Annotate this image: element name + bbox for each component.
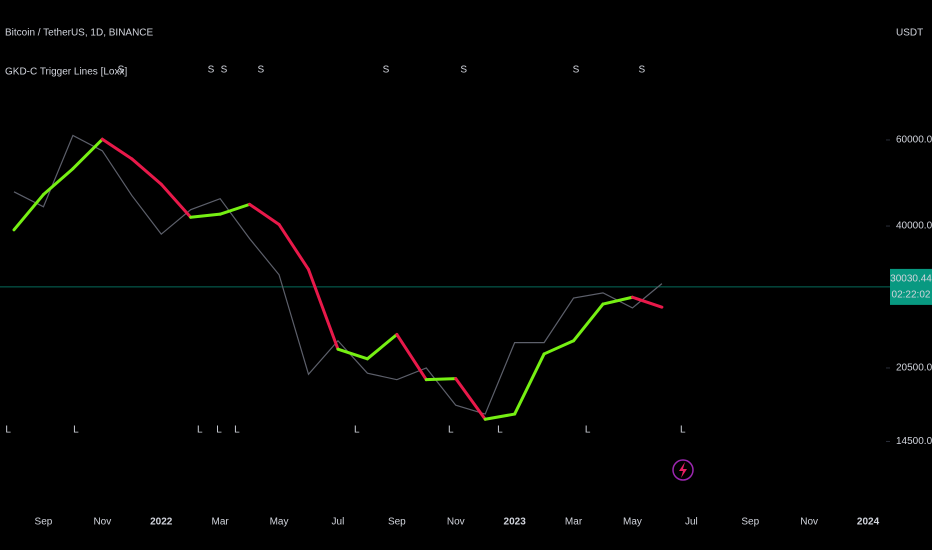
x-tick-label: May	[270, 517, 289, 528]
x-tick-label: Nov	[93, 517, 111, 528]
trigger-line	[395, 332, 428, 382]
chart-title: Bitcoin / TetherUS, 1D, BINANCE	[5, 28, 154, 39]
x-tick-label: Nov	[800, 517, 818, 528]
x-tick-label: Nov	[447, 517, 465, 528]
short-signal: S	[573, 65, 580, 76]
trigger-line	[218, 202, 252, 216]
countdown-label: 02:22:02	[892, 290, 931, 301]
x-tick-label: Mar	[565, 517, 583, 528]
trigger-line	[130, 157, 163, 186]
short-signal: S	[118, 65, 125, 76]
trigger-line	[630, 295, 664, 309]
trigger-line	[189, 212, 222, 219]
short-signal: S	[221, 65, 228, 76]
long-signal: L	[354, 425, 360, 436]
short-signal: S	[208, 65, 215, 76]
x-tick-label: Mar	[212, 517, 230, 528]
last-price-box	[890, 268, 932, 305]
trigger-line	[159, 182, 193, 219]
long-signal: L	[216, 425, 222, 436]
long-signal: L	[73, 425, 79, 436]
x-tick-label: 2022	[150, 517, 173, 528]
trigger-line	[483, 412, 517, 421]
alert-icon[interactable]	[672, 459, 694, 481]
trigger-line	[71, 137, 104, 171]
x-tick-label: Sep	[35, 517, 53, 528]
trigger-line	[277, 222, 310, 271]
trigger-line	[336, 347, 369, 361]
indicator-name: GKD-C Trigger Lines [Loxx]	[5, 67, 127, 78]
x-tick-label: Jul	[685, 517, 698, 528]
short-signal: S	[383, 65, 390, 76]
long-signal: L	[5, 425, 11, 436]
long-signal: L	[680, 425, 686, 436]
long-signal: L	[234, 425, 240, 436]
trigger-line	[542, 339, 576, 356]
y-tick-label: 60000.00	[896, 135, 932, 146]
currency: USDT	[896, 28, 923, 39]
x-tick-label: Sep	[388, 517, 406, 528]
trigger-line	[41, 167, 75, 197]
short-signal: S	[460, 65, 467, 76]
long-signal: L	[197, 425, 203, 436]
trigger-line	[12, 193, 45, 232]
x-tick-label: 2024	[857, 517, 880, 528]
price-line	[13, 134, 663, 415]
last-price-label: 30030.44	[890, 274, 932, 285]
trigger-line	[100, 137, 134, 161]
long-signal: L	[585, 425, 591, 436]
trigger-line	[248, 202, 281, 226]
x-tick-label: Jul	[332, 517, 345, 528]
long-signal: L	[497, 425, 503, 436]
trigger-line	[513, 352, 546, 416]
x-tick-label: May	[623, 517, 642, 528]
x-tick-label: 2023	[504, 517, 527, 528]
short-signal: S	[639, 65, 646, 76]
short-signal: S	[257, 65, 264, 76]
trigger-line	[601, 295, 634, 306]
long-signal: L	[448, 425, 454, 436]
trigger-line	[454, 377, 487, 421]
y-tick-label: 20500.00	[896, 363, 932, 374]
y-tick-label: 40000.00	[896, 221, 932, 232]
x-tick-label: Sep	[741, 517, 759, 528]
trigger-line	[307, 267, 340, 351]
trigger-line	[424, 377, 458, 382]
trigger-line	[365, 332, 399, 361]
y-tick-label: 14500.00	[896, 436, 932, 447]
trigger-line	[572, 302, 605, 343]
